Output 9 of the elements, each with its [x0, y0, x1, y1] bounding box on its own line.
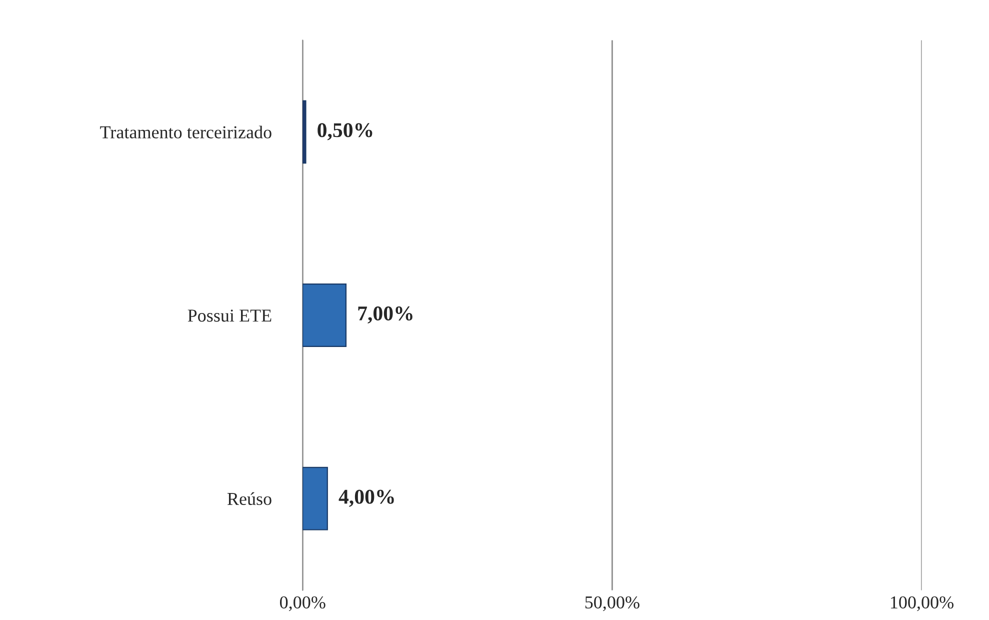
x-tick-label: 50,00% [585, 596, 640, 612]
x-tick-label: 0,00% [280, 596, 326, 612]
y-tick-label: Reúso [227, 492, 272, 506]
data-label: 4,00% [338, 490, 394, 507]
y-tick-label: Possui ETE [188, 310, 272, 322]
y-tick-label: Tratamento terceirizado [100, 126, 272, 138]
data-label: 7,00% [358, 306, 412, 324]
x-tick-label: 100,00% [890, 596, 954, 612]
data-label: 0,50% [318, 123, 372, 140]
